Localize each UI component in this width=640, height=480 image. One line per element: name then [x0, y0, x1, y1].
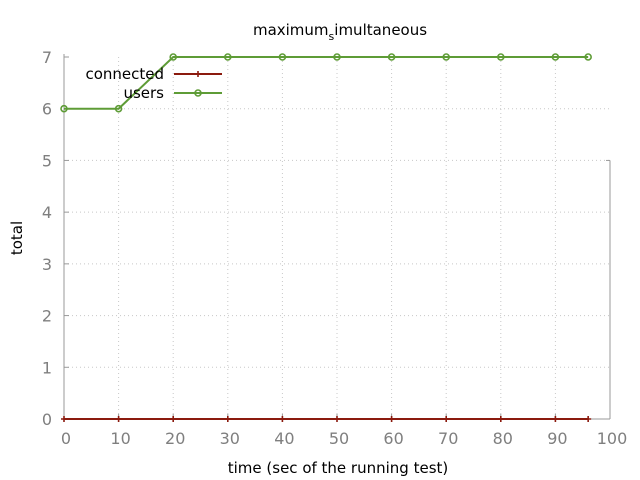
data-point-users [387, 53, 396, 61]
legend: connected users [85, 65, 222, 102]
x-tick-label: 100 [597, 429, 628, 448]
grid [64, 57, 610, 419]
x-axis-label: time (sec of the running test) [228, 459, 449, 477]
data-point-connected [115, 416, 122, 422]
legend-marker-users [194, 89, 202, 97]
data-point-users [60, 104, 68, 113]
y-tick-label: 0 [42, 410, 52, 429]
data-point-connected [61, 416, 67, 422]
x-tick-label: 80 [493, 429, 513, 448]
y-tick-label: 5 [42, 151, 52, 170]
x-tick-label: 10 [110, 429, 130, 448]
x-tick-label: 90 [547, 429, 567, 448]
y-tick-label: 3 [42, 255, 52, 274]
data-point-connected [334, 416, 340, 422]
y-axis-label: total [8, 221, 26, 255]
x-tick-label: 0 [61, 429, 71, 448]
data-point-users [169, 53, 177, 61]
data-point-users [496, 53, 505, 61]
data-point-connected [170, 416, 177, 422]
legend-label-users: users [123, 84, 164, 102]
y-tick-label: 2 [42, 307, 52, 326]
data-point-connected [585, 416, 592, 422]
data-point-users [333, 53, 341, 61]
data-point-connected [388, 416, 395, 422]
data-point-connected [279, 416, 286, 422]
series-line-users [64, 56, 589, 110]
data-point-users [584, 53, 592, 61]
tick-labels: 0 10 20 30 40 50 60 70 80 90 100 0 1 2 3 4 5 6 7 [42, 48, 627, 448]
y-tick-label: 4 [42, 203, 52, 222]
data-point-connected [552, 416, 559, 422]
x-tick-label: 70 [438, 429, 458, 448]
data-point-users [442, 53, 451, 61]
series-layer [60, 53, 592, 422]
y-tick-label: 6 [42, 100, 52, 119]
data-point-users [278, 53, 287, 61]
data-point-connected [224, 416, 231, 422]
x-tick-label: 50 [329, 429, 349, 448]
x-tick-label: 30 [220, 429, 240, 448]
data-point-connected [497, 416, 504, 422]
x-tick-label: 60 [383, 429, 403, 448]
x-tick-label: 20 [165, 429, 185, 448]
y-tick-label: 7 [42, 48, 52, 67]
x-tick-label: 40 [274, 429, 294, 448]
data-point-connected [443, 416, 450, 422]
y-tick-label: 1 [42, 358, 52, 377]
chart-title: maximumsimultaneous [253, 21, 427, 43]
data-point-users [224, 53, 232, 61]
legend-label-connected: connected [85, 65, 164, 83]
data-point-users [551, 53, 560, 61]
legend-marker-connected [195, 71, 201, 77]
data-point-users [114, 104, 123, 113]
